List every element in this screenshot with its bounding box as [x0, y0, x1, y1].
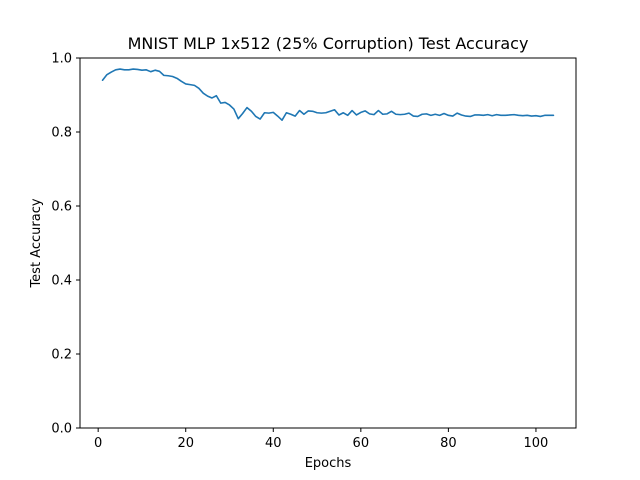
x-tick-label: 80: [440, 436, 457, 451]
y-axis-label: Test Accuracy: [29, 198, 44, 288]
y-tick-label: 1.0: [51, 52, 72, 67]
y-tick-label: 0.8: [51, 126, 72, 141]
series-layer: [101, 68, 555, 121]
y-tick-label: 0.2: [51, 348, 72, 363]
y-axis-ticks: 0.0 0.2 0.4 0.6 0.8 1.0: [51, 52, 80, 437]
series-line-0: [101, 68, 555, 121]
x-tick-label: 20: [177, 436, 194, 451]
y-tick-label: 0.0: [51, 422, 72, 437]
x-tick-label: 40: [265, 436, 282, 451]
y-tick-label: 0.4: [51, 274, 72, 289]
x-tick-label: 0: [94, 436, 102, 451]
chart-title: MNIST MLP 1x512 (25% Corruption) Test Ac…: [128, 34, 529, 53]
x-axis-ticks: 0 20 40 60 80 100: [94, 428, 548, 451]
x-tick-label: 60: [353, 436, 370, 451]
y-tick-label: 0.6: [51, 200, 72, 215]
x-axis-label: Epochs: [305, 456, 352, 471]
plot-frame: [79, 57, 577, 429]
x-tick-label: 100: [524, 436, 549, 451]
